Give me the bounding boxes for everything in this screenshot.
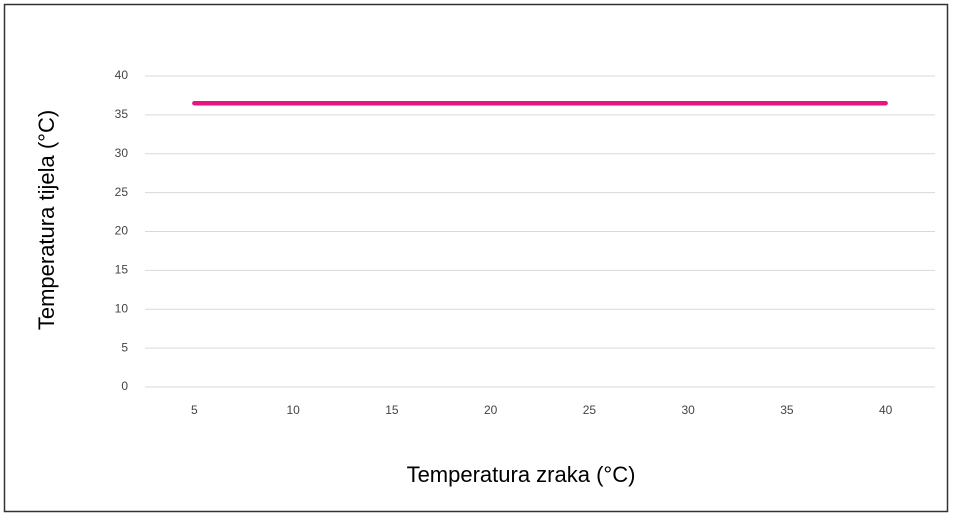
x-tick-label: 10: [286, 403, 300, 417]
y-tick-label: 5: [121, 340, 128, 354]
x-axis-title: Temperatura zraka (°C): [407, 462, 636, 487]
x-tick-label: 40: [879, 403, 893, 417]
y-tick-label: 15: [115, 263, 129, 277]
y-tick-label: 0: [121, 379, 128, 393]
y-axis-title: Temperatura tijela (°C): [34, 110, 59, 330]
x-tick-label: 15: [385, 403, 399, 417]
frame: [3, 3, 949, 513]
x-tick-label: 5: [191, 403, 198, 417]
y-tick-label: 10: [115, 301, 129, 315]
x-tick-label: 25: [583, 403, 597, 417]
x-tick-label: 35: [780, 403, 794, 417]
y-tick-label: 30: [115, 146, 129, 160]
y-tick-label: 40: [115, 68, 129, 82]
y-tick-label: 35: [115, 107, 129, 121]
y-tick-label: 25: [115, 185, 129, 199]
x-tick-label: 30: [681, 403, 695, 417]
x-tick-label: 20: [484, 403, 498, 417]
y-tick-label: 20: [115, 224, 129, 238]
